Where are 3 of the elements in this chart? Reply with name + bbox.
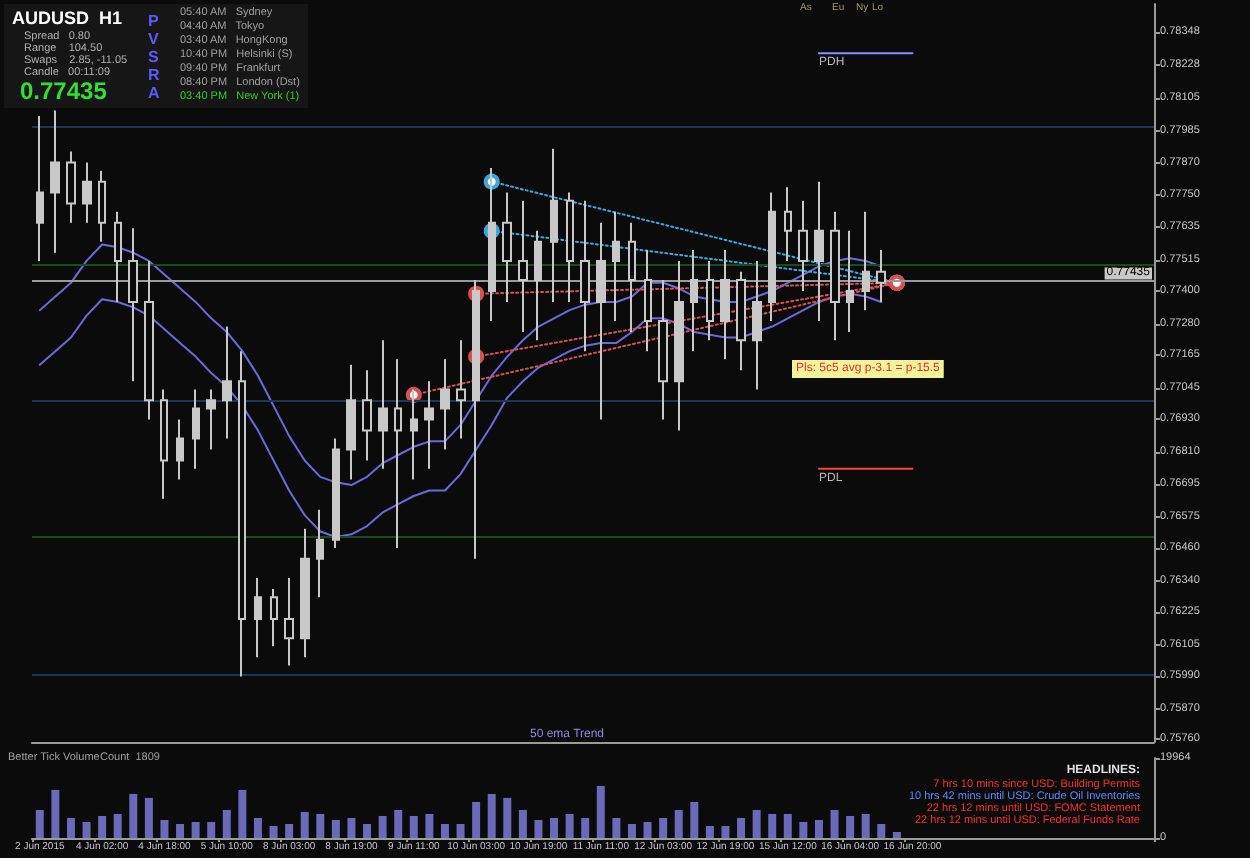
annotation: AUDUSD H1: [12, 8, 123, 28]
annotation: 0.77435: [20, 77, 108, 105]
annotation: PVSRA: [148, 12, 160, 102]
